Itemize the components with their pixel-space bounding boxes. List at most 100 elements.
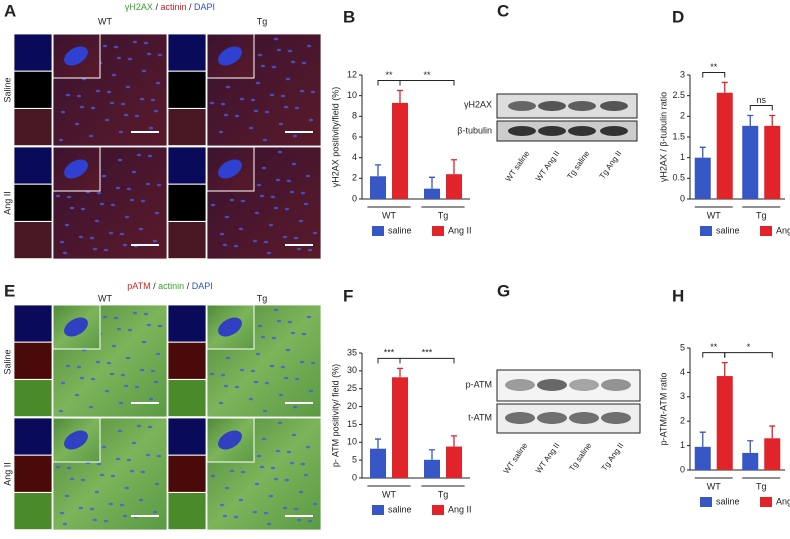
nucleus: [277, 150, 283, 154]
y-tick-label: 10: [347, 437, 357, 447]
nucleus: [284, 478, 290, 482]
nucleus: [117, 429, 123, 433]
nucleus: [209, 101, 215, 105]
y-tick-label: 1: [680, 152, 685, 162]
nucleus: [74, 122, 80, 126]
x-tick-label: Tg: [756, 481, 767, 491]
y-tick-label: 35: [347, 347, 357, 357]
nucleus: [62, 522, 68, 526]
nucleus: [123, 113, 129, 117]
y-tick-label: 6: [352, 131, 357, 141]
nucleus: [89, 236, 95, 240]
y-tick-label: 0: [352, 472, 357, 482]
significance-label: **: [385, 70, 393, 80]
nucleus: [110, 203, 116, 207]
nucleus: [273, 308, 279, 312]
error-bar: [747, 440, 754, 453]
error-bar: [721, 81, 728, 93]
nucleus: [222, 243, 228, 247]
lane-label: Tg saline: [567, 441, 593, 473]
channel-tile: [13, 304, 53, 343]
nucleus: [240, 199, 246, 203]
nucleus: [301, 61, 307, 65]
error-bar: [375, 438, 381, 449]
nucleus: [148, 126, 154, 130]
nucleus: [104, 118, 110, 122]
y-tick-label: 1: [680, 440, 685, 450]
nucleus: [109, 372, 115, 376]
nucleus: [131, 441, 137, 445]
nucleus: [55, 465, 61, 469]
channel-tile: [13, 492, 53, 531]
channel-tile: [13, 70, 53, 109]
panel-letter: D: [672, 7, 684, 26]
y-axis-label: p- ATM positivity/ field (%): [330, 364, 340, 467]
nucleus: [273, 477, 279, 481]
bar: [392, 377, 408, 478]
band-label: β-tubulin: [457, 125, 492, 135]
nucleus: [261, 437, 267, 441]
nucleus: [262, 409, 268, 413]
nucleus: [234, 385, 240, 389]
nucleus: [116, 56, 122, 60]
nucleus: [273, 37, 279, 41]
legend-swatch: [372, 505, 384, 515]
nucleus: [270, 466, 276, 470]
nucleus: [102, 44, 108, 48]
nucleus: [229, 469, 235, 473]
nucleus: [110, 474, 116, 478]
stain-title: γH2AX / actinin / DAPI: [125, 2, 215, 12]
y-tick-label: 4: [680, 367, 685, 377]
bar: [424, 459, 440, 478]
nucleus: [64, 223, 70, 227]
nucleus: [89, 507, 95, 511]
nucleus: [69, 477, 75, 481]
y-axis-label: p-ATM/t-ATM ratio: [658, 373, 668, 446]
nucleus: [256, 454, 262, 458]
nucleus: [268, 223, 274, 227]
nucleus: [80, 478, 86, 482]
significance-bracket: [377, 80, 401, 86]
nucleus: [220, 102, 226, 106]
nucleus: [269, 364, 275, 368]
nucleus: [283, 105, 289, 109]
nucleus: [296, 518, 302, 522]
x-tick-label: Tg: [756, 210, 767, 220]
nucleus: [156, 183, 162, 187]
y-tick-label: 5: [352, 455, 357, 465]
inset-nucleus: [64, 430, 88, 450]
nucleus: [229, 198, 235, 202]
significance-label: ***: [422, 348, 433, 358]
y-tick-label: 4: [352, 152, 357, 162]
nucleus: [79, 376, 85, 380]
nucleus: [113, 45, 119, 49]
nucleus: [129, 198, 135, 202]
nucleus: [126, 458, 132, 462]
legend-label: Ang II: [776, 225, 790, 235]
error-bar: [699, 431, 706, 447]
nucleus: [115, 457, 121, 461]
nucleus: [257, 53, 263, 57]
nucleus: [262, 138, 268, 142]
nucleus: [140, 199, 146, 203]
nucleus: [127, 328, 133, 332]
nucleus: [271, 336, 277, 340]
nucleus: [248, 397, 254, 401]
bar: [742, 125, 759, 199]
nucleus: [154, 482, 160, 486]
nucleus: [301, 332, 307, 336]
panel-letter: B: [343, 7, 355, 26]
channel-tile: [13, 33, 53, 72]
nucleus: [263, 240, 269, 244]
nucleus: [125, 85, 131, 89]
inset-nucleus: [64, 159, 88, 179]
legend-label: saline: [388, 504, 412, 514]
nucleus: [307, 248, 313, 252]
nucleus: [109, 101, 115, 105]
nucleus: [238, 227, 244, 231]
nucleus: [255, 352, 261, 356]
channel-tile: [167, 341, 207, 380]
lane-label: Tg saline: [565, 149, 591, 181]
nucleus: [264, 110, 270, 114]
nucleus: [60, 110, 66, 114]
